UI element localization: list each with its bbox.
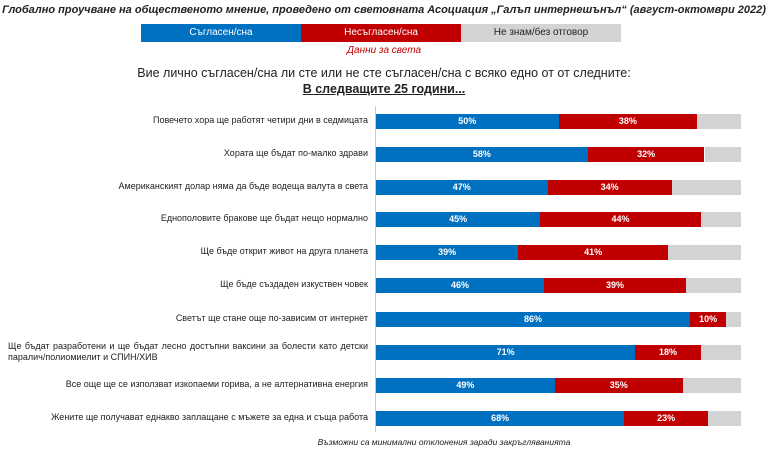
bar-dont-know [708, 411, 741, 426]
bar-agree: 46% [376, 278, 544, 293]
category-label: Еднополовите бракове ще бъдат нещо норма… [160, 213, 368, 223]
bar-agree: 58% [376, 147, 588, 162]
bar-disagree: 34% [547, 180, 672, 195]
bar-disagree: 35% [554, 378, 683, 393]
bar-disagree: 23% [624, 411, 709, 426]
bar-agree: 71% [376, 345, 636, 360]
category-label: Светът ще стане още по-зависим от интерн… [175, 313, 368, 323]
category-label: Ще бъде открит живот на друга планета [200, 246, 368, 256]
chart-title: Глобално проучване на общественото мнени… [2, 4, 766, 16]
bar-dont-know [704, 147, 741, 162]
category-label: Хората ще бъдат по-малко здрави [223, 148, 368, 158]
category-label: Ще бъде създаден изкуствен човек [220, 279, 368, 289]
question: Вие лично съгласен/сна ли сте или не сте… [137, 66, 631, 80]
category-label: Жените ще получават еднакво заплащане с … [51, 412, 368, 422]
bar-agree: 45% [376, 212, 541, 227]
bar-disagree: 38% [558, 114, 698, 129]
bar-disagree: 41% [518, 245, 668, 260]
category-label: Все още ще се използват изкопаеми горива… [65, 379, 368, 389]
bar-dont-know [697, 114, 741, 129]
bar-disagree: 39% [543, 278, 687, 293]
bar-dont-know [668, 245, 741, 260]
legend-disagree: Несъгласен/сна [301, 24, 461, 42]
bar-dont-know [700, 345, 741, 360]
bar-dont-know [726, 312, 741, 327]
bar-disagree: 18% [635, 345, 701, 360]
legend-agree: Съгласен/сна [141, 24, 301, 42]
bar-agree: 49% [376, 378, 555, 393]
legend-dont-know: Не знам/без отговор [461, 24, 621, 42]
axis-line [375, 106, 376, 432]
category-label: Повечето хора ще работят четири дни в се… [153, 115, 368, 125]
bar-dont-know [671, 180, 741, 195]
bar-dont-know [682, 378, 741, 393]
bar-agree: 47% [376, 180, 548, 195]
bar-disagree: 32% [587, 147, 705, 162]
question-sub: В следващите 25 години... [302, 82, 466, 96]
bar-disagree: 10% [689, 312, 727, 327]
category-label: Американският долар няма да бъде водеща … [118, 181, 368, 191]
bar-agree: 86% [376, 312, 690, 327]
bar-agree: 39% [376, 245, 519, 260]
category-label: Ще бъдат разработени и ще бъдат лесно до… [8, 341, 368, 362]
footnote: Възможни са минимални отклонения заради … [317, 437, 571, 447]
bar-disagree: 44% [540, 212, 701, 227]
bar-agree: 68% [376, 411, 625, 426]
bar-dont-know [700, 212, 741, 227]
bar-agree: 50% [376, 114, 559, 129]
subtitle: Данни за света [346, 45, 422, 56]
bar-dont-know [686, 278, 741, 293]
